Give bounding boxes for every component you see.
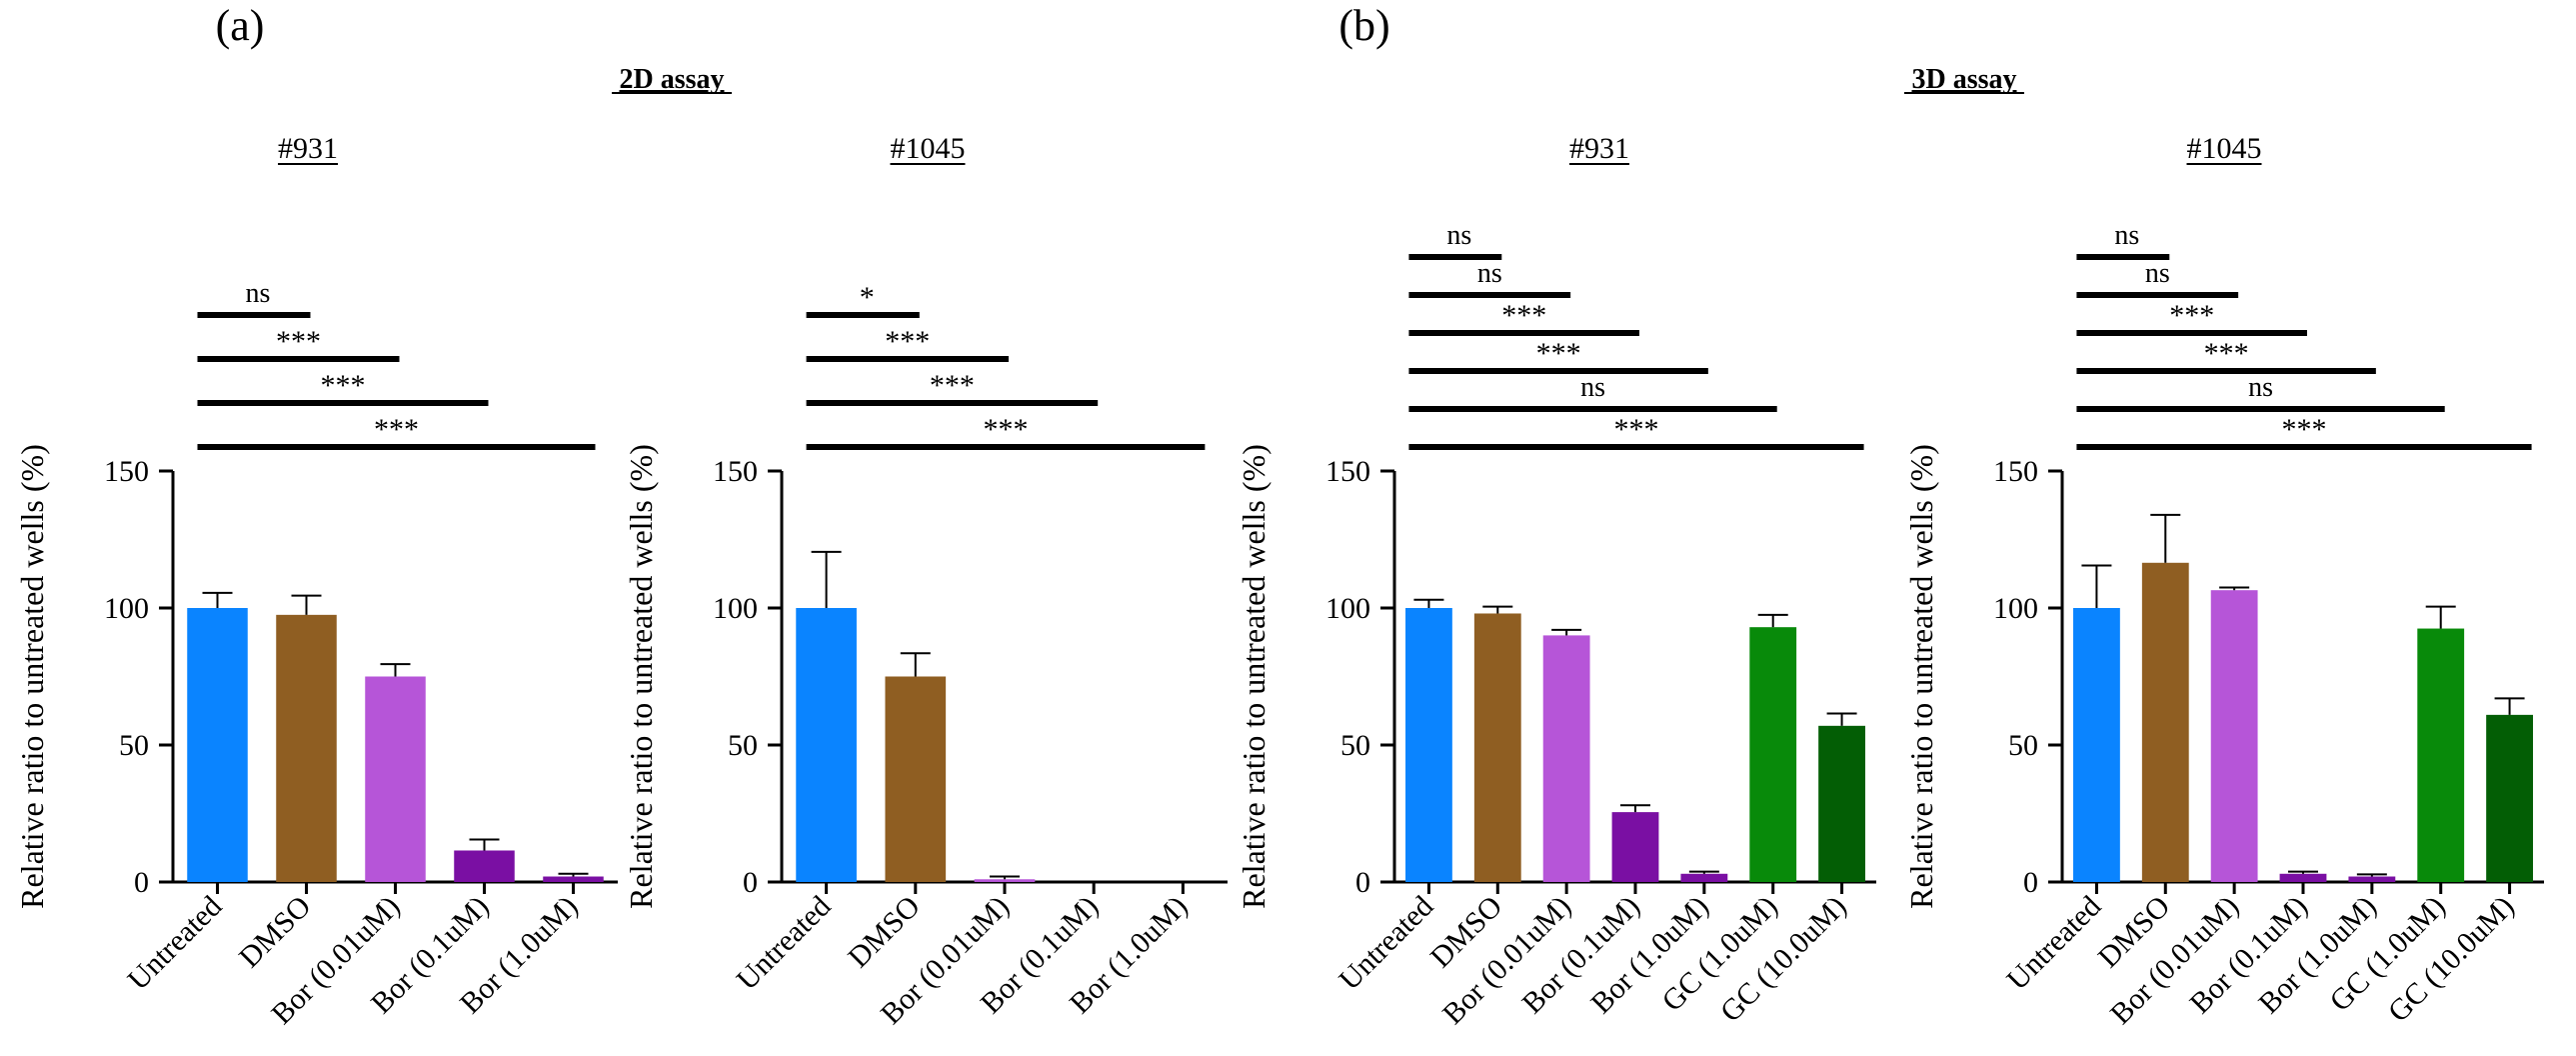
significance-label-gc-1-0um: ns [1580,372,1605,403]
significance-label-bor-1-0um: *** [984,413,1029,446]
y-tick-label-50: 50 [1340,729,1370,762]
significance-label-bor-0-01um: ns [1477,258,1502,289]
bar-untreated [2073,608,2120,882]
y-tick-label-150: 150 [1993,455,2038,488]
bar-gc-1-0um [2417,628,2465,882]
y-tick-label-0: 0 [134,866,149,899]
bar-bor-1-0um [2348,876,2396,882]
chart-2d-931: #931 Relative ratio to untreated wells (%… [14,132,618,1031]
significance-label-gc-10-0um: *** [1614,413,1659,446]
chart-title: #931 [278,132,338,165]
y-tick-label-50: 50 [728,729,758,762]
panel-label-a: (a) [216,1,265,50]
significance-label-bor-1-0um: *** [1536,337,1581,370]
y-axis-label: Relative ratio to untreated wells (%) [623,444,659,909]
significance-label-dmso: ns [246,278,271,309]
significance-label-bor-0-1um: *** [2169,299,2214,332]
bar-untreated [1405,608,1452,882]
significance-label-bor-0-01um: *** [885,325,930,358]
x-tick-label-untreated: Untreated [1332,890,1439,997]
chart-title: #1045 [891,132,966,165]
bar-gc-1-0um [1749,627,1797,882]
bar-dmso [276,614,337,882]
y-tick-label-50: 50 [2008,729,2038,762]
chart-3d-1045: #1045 Relative ratio to untreated wells (… [1903,132,2544,1031]
bar-bor-0-1um [1611,812,1659,882]
bar-bor-0-01um [365,676,426,882]
significance-label-gc-10-0um: *** [2282,413,2327,446]
bar-bor-0-1um [2279,873,2327,882]
x-tick-label-dmso: DMSO [842,890,927,975]
y-tick-label-0: 0 [743,866,758,899]
significance-label-gc-1-0um: ns [2248,372,2273,403]
section-title-2d: 2D assay [619,64,724,95]
chart-3d-931: #931 Relative ratio to untreated wells (%… [1236,132,1876,1031]
significance-label-bor-1-0um: *** [2204,337,2249,370]
bar-bor-0-01um [974,879,1036,882]
bar-dmso [2141,562,2189,882]
significance-label-dmso: * [860,281,875,314]
y-tick-label-100: 100 [104,592,149,625]
bar-bor-0-01um [1542,635,1590,882]
significance-label-dmso: ns [2114,220,2139,251]
x-tick-label-untreated: Untreated [731,890,838,997]
panel-label-b: (b) [1338,1,1389,50]
significance-label-bor-0-1um: *** [1501,299,1546,332]
x-tick-label-dmso: DMSO [233,890,318,975]
y-tick-label-150: 150 [713,455,758,488]
y-axis-label: Relative ratio to untreated wells (%) [1236,444,1272,909]
bar-gc-10-0um [1818,725,1865,882]
bar-bor-0-01um [2210,590,2258,882]
bar-bor-0-1um [454,850,515,882]
y-tick-label-100: 100 [1993,592,2038,625]
bar-gc-10-0um [2486,714,2533,882]
y-tick-label-0: 0 [2023,866,2038,899]
chart-title: #1045 [2187,132,2262,165]
chart-2d-1045: #1045 Relative ratio to untreated wells (… [623,132,1228,1031]
y-tick-label-0: 0 [1355,866,1370,899]
significance-label-bor-0-01um: *** [276,325,321,358]
x-tick-label-untreated: Untreated [2000,890,2107,997]
bar-dmso [885,676,947,882]
y-axis-label: Relative ratio to untreated wells (%) [14,444,50,909]
y-tick-label-50: 50 [119,729,149,762]
significance-label-bor-0-1um: *** [930,369,975,402]
y-tick-label-100: 100 [1325,592,1370,625]
bar-dmso [1473,613,1521,882]
significance-label-bor-1-0um: *** [374,413,419,446]
bar-bor-1-0um [1680,873,1728,882]
x-tick-label-untreated: Untreated [121,890,228,997]
bar-bor-1-0um [543,876,604,882]
y-tick-label-150: 150 [104,455,149,488]
section-title-3d: 3D assay [1911,64,2016,95]
significance-label-bor-0-01um: ns [2145,258,2170,289]
y-axis-label: Relative ratio to untreated wells (%) [1903,444,1939,909]
bar-untreated [796,608,857,882]
chart-title: #931 [1569,132,1629,165]
significance-label-dmso: ns [1446,220,1471,251]
significance-label-bor-0-1um: *** [321,369,366,402]
y-tick-label-100: 100 [713,592,758,625]
y-tick-label-150: 150 [1325,455,1370,488]
bar-untreated [187,608,248,882]
